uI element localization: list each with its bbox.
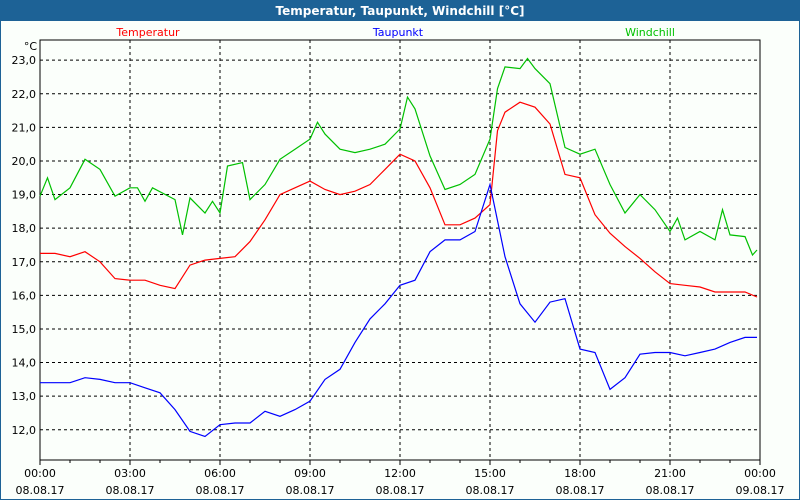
x-tick-date: 08.08.17 <box>286 484 335 497</box>
x-tick-date: 08.08.17 <box>376 484 425 497</box>
series-line-windchill <box>39 57 758 257</box>
x-tick-date: 09.08.17 <box>736 484 785 497</box>
series-line-taupunkt <box>40 182 757 438</box>
legend-temperatur: Temperatur <box>115 26 180 39</box>
x-tick-date: 08.08.17 <box>16 484 65 497</box>
y-tick-label: 16,0 <box>12 289 37 302</box>
x-tick-date: 08.08.17 <box>106 484 155 497</box>
x-tick-date: 08.08.17 <box>466 484 515 497</box>
x-tick-time: 03:00 <box>114 467 146 480</box>
x-tick-time: 18:00 <box>564 467 596 480</box>
y-tick-label: 17,0 <box>12 256 37 269</box>
x-tick-time: 00:00 <box>24 467 56 480</box>
x-tick-time: 06:00 <box>204 467 236 480</box>
x-tick-date: 08.08.17 <box>556 484 605 497</box>
x-tick-date: 08.08.17 <box>646 484 695 497</box>
y-tick-label: 21,0 <box>12 121 37 134</box>
legend-windchill: Windchill <box>625 26 675 39</box>
y-tick-label: 23,0 <box>12 54 37 67</box>
x-tick-time: 00:00 <box>744 467 776 480</box>
series-line-temperatur <box>40 101 758 298</box>
x-tick-time: 12:00 <box>384 467 416 480</box>
y-tick-label: 15,0 <box>12 323 37 336</box>
x-tick-date: 08.08.17 <box>196 484 245 497</box>
y-tick-label: 14,0 <box>12 357 37 370</box>
x-tick-time: 09:00 <box>294 467 326 480</box>
plot-frame <box>39 39 761 461</box>
x-tick-time: 15:00 <box>474 467 506 480</box>
x-tick-time: 21:00 <box>654 467 686 480</box>
y-tick-label: 20,0 <box>12 155 37 168</box>
y-axis-unit: °C <box>24 40 38 53</box>
legend-taupunkt: Taupunkt <box>372 26 424 39</box>
y-tick-label: 12,0 <box>12 424 37 437</box>
window-title: Temperatur, Taupunkt, Windchill [°C] <box>1 1 799 21</box>
y-tick-label: 13,0 <box>12 390 37 403</box>
y-tick-label: 18,0 <box>12 222 37 235</box>
y-tick-label: 19,0 <box>12 189 37 202</box>
y-tick-label: 22,0 <box>12 88 37 101</box>
